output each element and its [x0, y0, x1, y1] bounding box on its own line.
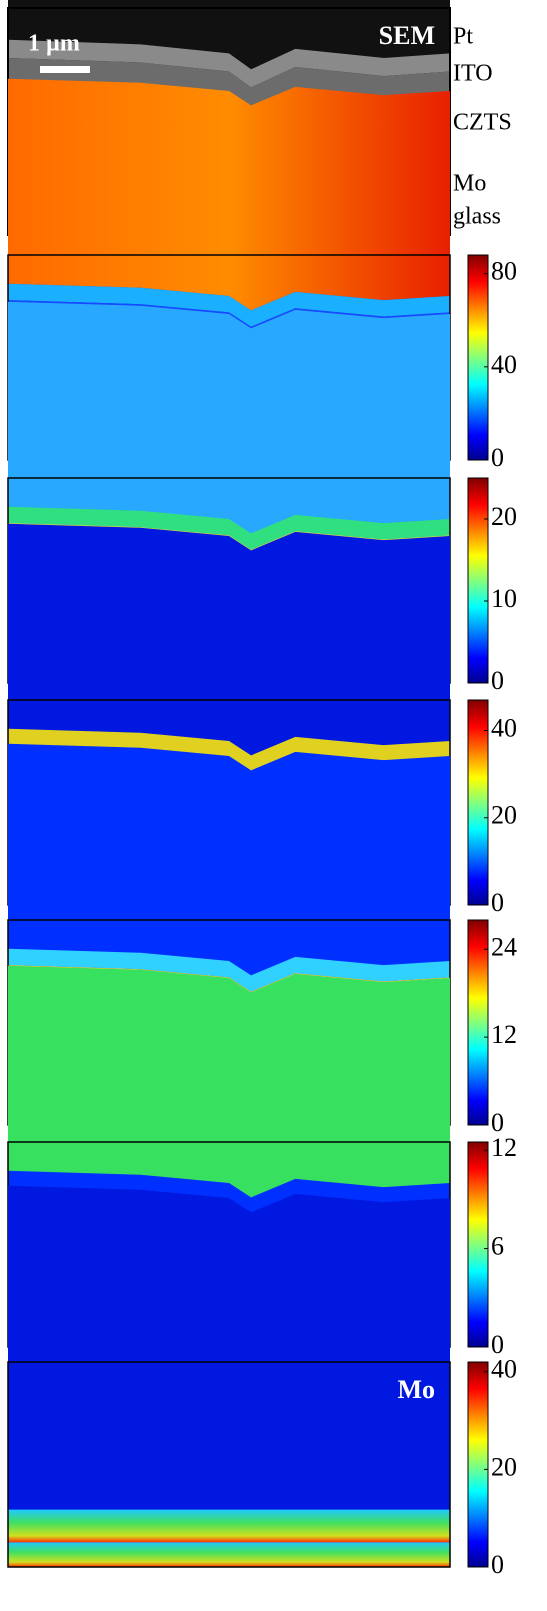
element-map: Mo 0 20 40: [7, 1185, 517, 1579]
colorbar-tick-label: 40: [491, 350, 517, 379]
top-layer: [8, 1185, 450, 1418]
layer-label: CZTS: [453, 110, 512, 136]
layer-label: Pt: [453, 24, 473, 50]
colorbar: [467, 254, 489, 461]
glass-layer: [8, 1542, 450, 1567]
top-layer: [8, 523, 450, 756]
colorbar-tick-label: 20: [491, 1452, 517, 1481]
colorbar-tick-label: 0: [491, 1550, 504, 1579]
colorbar-tick-label: 0: [491, 666, 504, 695]
void: [162, 1458, 207, 1496]
frame: [7, 1361, 451, 1568]
colorbar-tick-label: 6: [491, 1232, 504, 1261]
colorbar: [467, 1141, 489, 1348]
colorbar-tick-label: 20: [491, 502, 517, 531]
colorbar-tick-label: 20: [491, 801, 517, 830]
top-layer: [8, 78, 450, 311]
scale-bar-label: 1 µm: [28, 31, 80, 57]
ito-layer: [8, 728, 450, 772]
colorbar-tick-label: 0: [491, 1330, 504, 1359]
top-layer: [8, 0, 450, 70]
colorbar-tick-label: 12: [491, 1020, 517, 1049]
colorbar-tick-label: 40: [491, 1355, 517, 1384]
colorbar-tick-label: 0: [491, 888, 504, 917]
colorbar-tick-label: 80: [491, 257, 517, 286]
ito-layer: [8, 1390, 450, 1434]
layer-label: ITO: [453, 61, 493, 87]
ito-layer: [8, 948, 450, 992]
colorbar: [467, 699, 489, 906]
element-label: Mo: [397, 1375, 435, 1404]
mo-layer: [8, 1509, 450, 1543]
ito-layer: [8, 283, 450, 327]
void: [69, 1474, 123, 1496]
colorbar-tick-label: 12: [491, 1133, 517, 1162]
ito-layer: [8, 506, 450, 550]
colorbar-tick-label: 10: [491, 584, 517, 613]
colorbar-tick-label: 40: [491, 714, 517, 743]
void: [339, 1478, 384, 1500]
ito-layer: [8, 1170, 450, 1214]
top-layer: [8, 965, 450, 1198]
absorber-fill: [8, 1444, 450, 1510]
colorbar-tick-label: 0: [491, 1108, 504, 1137]
layer-label: glass: [453, 204, 501, 230]
sem-label: SEM: [379, 21, 435, 50]
scale-bar: [40, 66, 90, 73]
colorbar-tick-label: 0: [491, 443, 504, 472]
ito-layer: [8, 39, 450, 88]
colorbar-tick-label: 24: [491, 932, 517, 961]
top-layer: [8, 301, 450, 534]
layer-label: Mo: [453, 171, 486, 197]
colorbar: [467, 919, 489, 1126]
top-layer: [8, 743, 450, 976]
void: [259, 1455, 287, 1474]
colorbar: [467, 1361, 489, 1568]
colorbar: [467, 477, 489, 684]
